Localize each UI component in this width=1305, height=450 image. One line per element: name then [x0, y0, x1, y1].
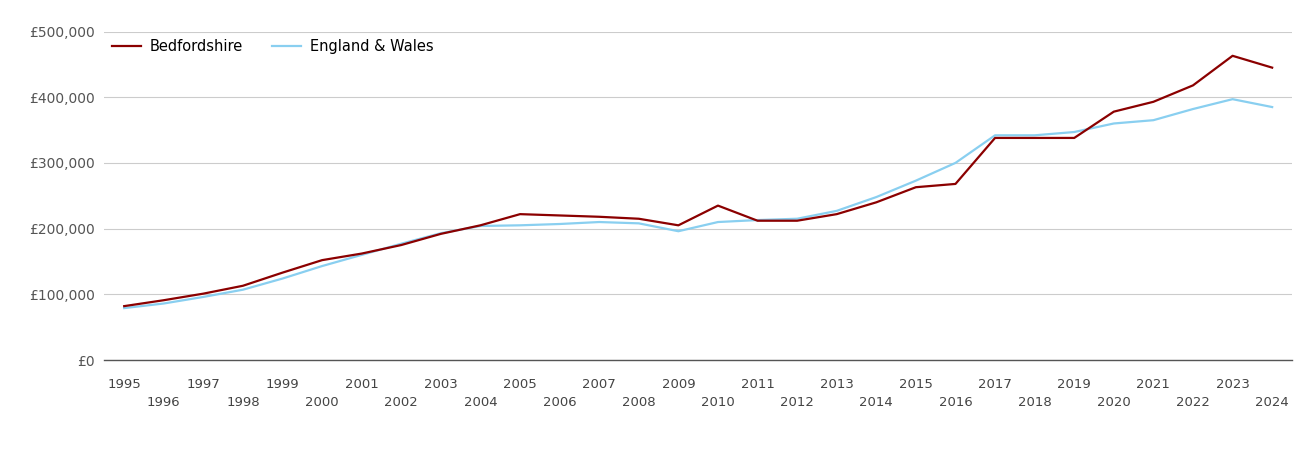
Bedfordshire — [235, 283, 251, 288]
Text: 1998: 1998 — [226, 396, 260, 409]
Bedfordshire — [552, 213, 568, 218]
Text: 2007: 2007 — [582, 378, 616, 391]
Text: 2000: 2000 — [305, 396, 339, 409]
Bedfordshire — [1105, 109, 1121, 114]
England & Wales — [591, 219, 607, 225]
Text: 2021: 2021 — [1137, 378, 1171, 391]
Bedfordshire — [472, 223, 488, 228]
England & Wales — [196, 294, 211, 300]
England & Wales — [790, 216, 805, 221]
Text: 2012: 2012 — [780, 396, 814, 409]
Text: 2001: 2001 — [345, 378, 378, 391]
Bedfordshire — [155, 297, 171, 303]
England & Wales — [155, 301, 171, 306]
England & Wales — [710, 219, 726, 225]
Bedfordshire — [275, 270, 291, 275]
Bedfordshire — [315, 257, 330, 263]
England & Wales — [1185, 106, 1201, 112]
England & Wales — [1224, 96, 1240, 102]
Bedfordshire — [908, 184, 924, 190]
England & Wales — [1066, 129, 1082, 135]
Line: Bedfordshire: Bedfordshire — [124, 56, 1272, 306]
Text: 2010: 2010 — [701, 396, 735, 409]
Bedfordshire — [1066, 135, 1082, 141]
Bedfordshire — [790, 218, 805, 223]
England & Wales — [552, 221, 568, 227]
Text: 1997: 1997 — [187, 378, 221, 391]
England & Wales — [393, 241, 408, 247]
England & Wales — [749, 217, 765, 223]
Bedfordshire — [116, 303, 132, 309]
Bedfordshire — [433, 231, 449, 237]
Text: 2022: 2022 — [1176, 396, 1210, 409]
Bedfordshire — [632, 216, 647, 221]
England & Wales — [235, 287, 251, 292]
Bedfordshire — [196, 291, 211, 297]
Bedfordshire — [512, 212, 527, 217]
England & Wales — [947, 160, 963, 166]
Bedfordshire — [947, 181, 963, 187]
Text: 2003: 2003 — [424, 378, 458, 391]
Text: 2024: 2024 — [1255, 396, 1289, 409]
Text: 2017: 2017 — [979, 378, 1011, 391]
Bedfordshire — [710, 203, 726, 208]
Line: England & Wales: England & Wales — [124, 99, 1272, 308]
Bedfordshire — [1027, 135, 1043, 141]
Text: 2023: 2023 — [1216, 378, 1249, 391]
Bedfordshire — [749, 218, 765, 223]
Text: 2005: 2005 — [504, 378, 536, 391]
Text: 2016: 2016 — [938, 396, 972, 409]
Text: 1999: 1999 — [266, 378, 299, 391]
England & Wales — [988, 133, 1004, 138]
Text: 2008: 2008 — [622, 396, 655, 409]
Text: 2015: 2015 — [899, 378, 933, 391]
Legend: Bedfordshire, England & Wales: Bedfordshire, England & Wales — [112, 39, 433, 54]
Bedfordshire — [829, 212, 844, 217]
England & Wales — [354, 252, 369, 257]
England & Wales — [433, 230, 449, 236]
Text: 1995: 1995 — [107, 378, 141, 391]
England & Wales — [632, 220, 647, 226]
Text: 1996: 1996 — [147, 396, 180, 409]
Text: 2018: 2018 — [1018, 396, 1052, 409]
Text: 2009: 2009 — [662, 378, 696, 391]
England & Wales — [472, 223, 488, 229]
Bedfordshire — [354, 251, 369, 256]
Bedfordshire — [1146, 99, 1161, 104]
Text: 2002: 2002 — [385, 396, 418, 409]
Bedfordshire — [1224, 53, 1240, 58]
Text: 2006: 2006 — [543, 396, 577, 409]
Text: 2011: 2011 — [741, 378, 774, 391]
England & Wales — [275, 276, 291, 281]
Bedfordshire — [868, 200, 883, 205]
England & Wales — [908, 178, 924, 183]
Bedfordshire — [1265, 65, 1280, 70]
Bedfordshire — [591, 214, 607, 220]
England & Wales — [116, 306, 132, 311]
England & Wales — [1265, 104, 1280, 110]
Text: 2014: 2014 — [860, 396, 893, 409]
Bedfordshire — [393, 242, 408, 248]
Text: 2019: 2019 — [1057, 378, 1091, 391]
England & Wales — [1027, 133, 1043, 138]
Text: 2020: 2020 — [1098, 396, 1130, 409]
England & Wales — [868, 194, 883, 200]
Text: 2013: 2013 — [820, 378, 853, 391]
England & Wales — [512, 223, 527, 228]
England & Wales — [1146, 117, 1161, 123]
England & Wales — [671, 229, 686, 234]
England & Wales — [829, 208, 844, 214]
Bedfordshire — [671, 223, 686, 228]
Text: 2004: 2004 — [463, 396, 497, 409]
Bedfordshire — [1185, 83, 1201, 88]
England & Wales — [1105, 121, 1121, 126]
Bedfordshire — [988, 135, 1004, 141]
England & Wales — [315, 263, 330, 269]
